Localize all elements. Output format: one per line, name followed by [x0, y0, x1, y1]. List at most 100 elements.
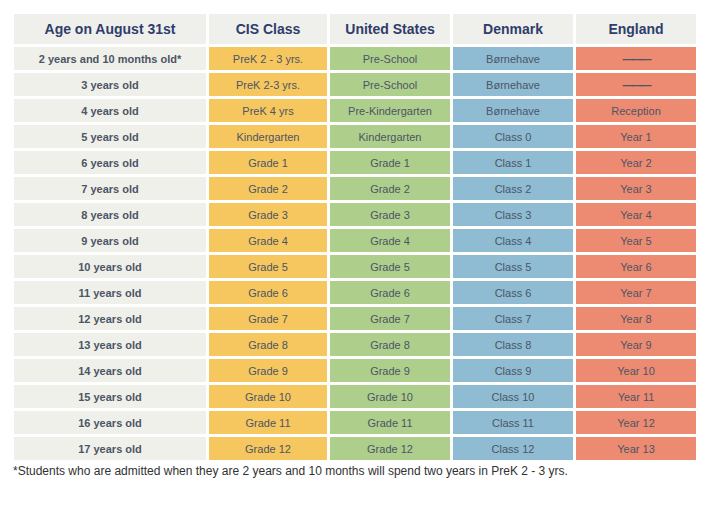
table-row: 9 years oldGrade 4Grade 4Class 4Year 5	[14, 229, 696, 252]
united-states-cell: Grade 6	[330, 281, 450, 304]
denmark-cell: Class 10	[453, 385, 573, 408]
denmark-cell: Børnehave	[453, 73, 573, 96]
age-cell: 4 years old	[14, 99, 206, 122]
header-denmark: Denmark	[453, 14, 573, 44]
cis-class-cell: Grade 9	[209, 359, 327, 382]
table-row: 14 years oldGrade 9Grade 9Class 9Year 10	[14, 359, 696, 382]
united-states-cell: Grade 1	[330, 151, 450, 174]
age-cell: 6 years old	[14, 151, 206, 174]
table-body: 2 years and 10 months old*PreK 2 - 3 yrs…	[14, 47, 696, 460]
denmark-cell: Class 4	[453, 229, 573, 252]
cis-class-cell: Grade 8	[209, 333, 327, 356]
age-cell: 16 years old	[14, 411, 206, 434]
dash-placeholder: ———	[576, 47, 696, 70]
cis-class-cell: Grade 12	[209, 437, 327, 460]
age-cell: 11 years old	[14, 281, 206, 304]
table-row: 10 years oldGrade 5Grade 5Class 5Year 6	[14, 255, 696, 278]
header-united-states: United States	[330, 14, 450, 44]
cis-class-cell: Grade 10	[209, 385, 327, 408]
dash-placeholder: ———	[576, 73, 696, 96]
header-cis-class: CIS Class	[209, 14, 327, 44]
table-row: 7 years oldGrade 2Grade 2Class 2Year 3	[14, 177, 696, 200]
age-cell: 17 years old	[14, 437, 206, 460]
england-cell: Year 8	[576, 307, 696, 330]
table-row: 4 years oldPreK 4 yrsPre-KindergartenBør…	[14, 99, 696, 122]
header-row: Age on August 31st CIS Class United Stat…	[14, 14, 696, 44]
table-row: 11 years oldGrade 6Grade 6Class 6Year 7	[14, 281, 696, 304]
table-row: 17 years oldGrade 12Grade 12Class 12Year…	[14, 437, 696, 460]
england-cell: Reception	[576, 99, 696, 122]
england-cell: Year 1	[576, 125, 696, 148]
page: Age on August 31st CIS Class United Stat…	[0, 0, 720, 509]
denmark-cell: Class 3	[453, 203, 573, 226]
united-states-cell: Grade 9	[330, 359, 450, 382]
united-states-cell: Pre-Kindergarten	[330, 99, 450, 122]
footnote: *Students who are admitted when they are…	[13, 464, 707, 478]
united-states-cell: Grade 10	[330, 385, 450, 408]
united-states-cell: Grade 2	[330, 177, 450, 200]
united-states-cell: Pre-School	[330, 73, 450, 96]
england-cell: Year 3	[576, 177, 696, 200]
england-cell: Year 2	[576, 151, 696, 174]
age-cell: 8 years old	[14, 203, 206, 226]
table-row: 6 years oldGrade 1Grade 1Class 1Year 2	[14, 151, 696, 174]
united-states-cell: Grade 4	[330, 229, 450, 252]
grade-comparison-table: Age on August 31st CIS Class United Stat…	[11, 11, 699, 463]
england-cell: Year 11	[576, 385, 696, 408]
england-cell: Year 6	[576, 255, 696, 278]
age-cell: 14 years old	[14, 359, 206, 382]
united-states-cell: Grade 5	[330, 255, 450, 278]
denmark-cell: Class 9	[453, 359, 573, 382]
cis-class-cell: Grade 4	[209, 229, 327, 252]
age-cell: 9 years old	[14, 229, 206, 252]
table-row: 12 years oldGrade 7Grade 7Class 7Year 8	[14, 307, 696, 330]
table-row: 8 years oldGrade 3Grade 3Class 3Year 4	[14, 203, 696, 226]
age-cell: 2 years and 10 months old*	[14, 47, 206, 70]
denmark-cell: Class 1	[453, 151, 573, 174]
denmark-cell: Class 2	[453, 177, 573, 200]
united-states-cell: Grade 8	[330, 333, 450, 356]
table-row: 5 years oldKindergartenKindergartenClass…	[14, 125, 696, 148]
age-cell: 10 years old	[14, 255, 206, 278]
cis-class-cell: PreK 4 yrs	[209, 99, 327, 122]
header-age: Age on August 31st	[14, 14, 206, 44]
cis-class-cell: Grade 3	[209, 203, 327, 226]
england-cell: Year 13	[576, 437, 696, 460]
united-states-cell: Grade 3	[330, 203, 450, 226]
england-cell: Year 9	[576, 333, 696, 356]
denmark-cell: Class 5	[453, 255, 573, 278]
table-row: 15 years oldGrade 10Grade 10Class 10Year…	[14, 385, 696, 408]
denmark-cell: Class 0	[453, 125, 573, 148]
cis-class-cell: Kindergarten	[209, 125, 327, 148]
cis-class-cell: Grade 7	[209, 307, 327, 330]
table-row: 2 years and 10 months old*PreK 2 - 3 yrs…	[14, 47, 696, 70]
united-states-cell: Pre-School	[330, 47, 450, 70]
header-england: England	[576, 14, 696, 44]
england-cell: Year 7	[576, 281, 696, 304]
denmark-cell: Class 12	[453, 437, 573, 460]
age-cell: 12 years old	[14, 307, 206, 330]
cis-class-cell: Grade 6	[209, 281, 327, 304]
age-cell: 7 years old	[14, 177, 206, 200]
united-states-cell: Grade 12	[330, 437, 450, 460]
denmark-cell: Class 11	[453, 411, 573, 434]
cis-class-cell: Grade 2	[209, 177, 327, 200]
denmark-cell: Børnehave	[453, 99, 573, 122]
denmark-cell: Class 7	[453, 307, 573, 330]
cis-class-cell: Grade 11	[209, 411, 327, 434]
table-row: 3 years oldPreK 2-3 yrs.Pre-SchoolBørneh…	[14, 73, 696, 96]
denmark-cell: Class 8	[453, 333, 573, 356]
cis-class-cell: PreK 2 - 3 yrs.	[209, 47, 327, 70]
table-row: 13 years oldGrade 8Grade 8Class 8Year 9	[14, 333, 696, 356]
cis-class-cell: Grade 5	[209, 255, 327, 278]
united-states-cell: Grade 11	[330, 411, 450, 434]
age-cell: 5 years old	[14, 125, 206, 148]
england-cell: Year 12	[576, 411, 696, 434]
age-cell: 15 years old	[14, 385, 206, 408]
denmark-cell: Børnehave	[453, 47, 573, 70]
england-cell: Year 10	[576, 359, 696, 382]
england-cell: Year 4	[576, 203, 696, 226]
age-cell: 3 years old	[14, 73, 206, 96]
england-cell: Year 5	[576, 229, 696, 252]
age-cell: 13 years old	[14, 333, 206, 356]
